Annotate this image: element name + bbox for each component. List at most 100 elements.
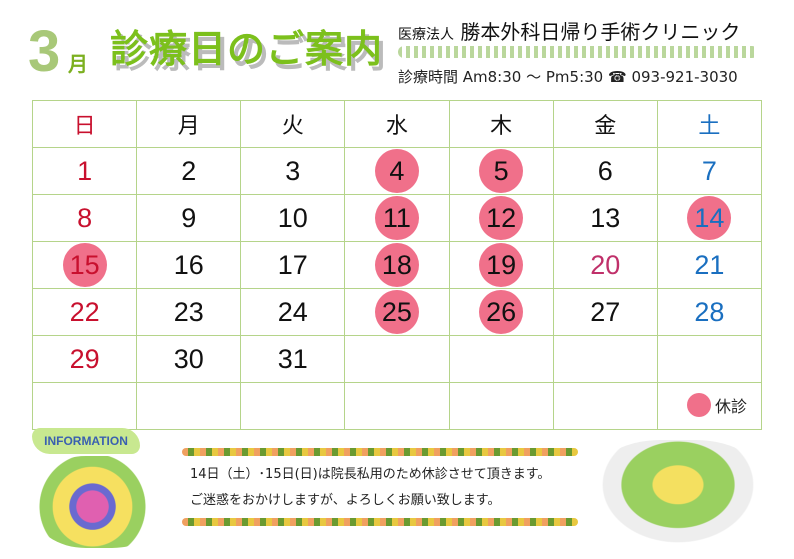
phone-number: 093-921-3030: [631, 68, 738, 86]
notice-line: ご迷惑をおかけしますが、よろしくお願い致します。: [190, 493, 501, 508]
page-title: 診療日のご案内: [110, 27, 384, 71]
top-border-decoration: [182, 448, 578, 456]
weekday-header: 日: [31, 100, 138, 148]
day-cell: [448, 335, 554, 383]
day-number: 13: [590, 202, 621, 233]
day-cell: 27: [552, 288, 658, 336]
clinic-name: 医療法人 勝本外科日帰り手術クリニック: [398, 16, 740, 45]
day-cell: [240, 382, 346, 430]
day-cell: 3: [240, 147, 346, 195]
day-cell: 休診: [656, 382, 763, 430]
day-cell: 22: [31, 288, 138, 336]
information-badge: INFORMATION: [32, 428, 140, 454]
weekday-header: 金: [552, 100, 658, 148]
closed-day-number: 26: [479, 290, 524, 334]
day-cell: 15: [31, 241, 138, 289]
week-row: 29 30 31: [31, 335, 763, 383]
day-cell: 2: [136, 147, 242, 195]
day-number: 8: [77, 202, 93, 233]
day-number: 6: [597, 155, 613, 186]
day-number: 30: [173, 343, 204, 374]
day-number: 10: [277, 202, 308, 233]
day-cell: 11: [344, 194, 450, 242]
cats-flowers-illustration: [590, 440, 766, 552]
day-cell: 17: [240, 241, 346, 289]
closed-marker-icon: [686, 393, 711, 417]
day-number: 2: [181, 155, 197, 186]
day-number: 3: [285, 155, 301, 186]
day-cell: 29: [31, 335, 138, 383]
day-number: 29: [69, 343, 100, 374]
closed-day-number: 4: [374, 149, 419, 193]
day-cell: 10: [240, 194, 346, 242]
day-cell: 14: [656, 194, 763, 242]
day-number: 16: [173, 249, 204, 280]
day-cell: 13: [552, 194, 658, 242]
week-row: 1 2 3 4 5 6 7: [31, 147, 763, 195]
day-cell: 16: [136, 241, 242, 289]
day-number: 1: [77, 155, 93, 186]
day-cell: 19: [448, 241, 554, 289]
day-cell: 5: [448, 147, 554, 195]
closed-day-number: 12: [479, 196, 524, 240]
closed-day-number: 18: [374, 243, 419, 287]
day-number: 24: [277, 296, 308, 327]
day-cell: [656, 335, 763, 383]
week-row: 15 16 17 18 19 20 21: [31, 241, 763, 289]
weekday-header-row: 日月火水木金土: [31, 100, 763, 148]
legend: 休診: [686, 393, 747, 417]
bottom-border-decoration: [182, 518, 578, 526]
closed-day-number: 14: [687, 196, 732, 240]
day-number: 7: [701, 155, 717, 186]
day-cell: [448, 382, 554, 430]
closed-day-number: 11: [374, 196, 419, 240]
day-number: 27: [590, 296, 621, 327]
day-number: 9: [181, 202, 197, 233]
month-unit: 月: [68, 52, 88, 76]
week-row: 休診: [31, 382, 763, 430]
day-cell: [136, 382, 242, 430]
day-cell: [344, 382, 450, 430]
hours-text: 診療時間 Am8:30 ～ Pm5:30: [398, 68, 604, 86]
day-cell: 21: [656, 241, 763, 289]
closed-day-number: 19: [479, 243, 524, 287]
vine-decoration: [398, 46, 758, 58]
day-cell: 6: [552, 147, 658, 195]
clinic-title: 勝本外科日帰り手術クリニック: [460, 20, 741, 44]
closed-day-number: 15: [62, 243, 107, 287]
day-cell: 20: [552, 241, 658, 289]
notice-line: 14日（土）･15日(日)は院長私用のため休診させて頂きます。: [190, 467, 551, 482]
day-cell: 9: [136, 194, 242, 242]
month-number: 3: [28, 19, 61, 84]
legend-label: 休診: [714, 399, 747, 416]
day-cell: [31, 382, 138, 430]
day-cell: 25: [344, 288, 450, 336]
day-number: 20: [590, 249, 621, 280]
clinic-prefix: 医療法人: [398, 27, 454, 43]
phone-icon: ☎: [608, 68, 627, 86]
day-cell: 31: [240, 335, 346, 383]
day-cell: [552, 335, 658, 383]
week-row: 22 23 24 25 26 27 28: [31, 288, 763, 336]
closed-day-number: 5: [479, 149, 524, 193]
day-number: 28: [694, 296, 725, 327]
day-number: 31: [277, 343, 308, 374]
day-number: 21: [694, 249, 725, 280]
weekday-header: 木: [448, 100, 554, 148]
closed-day-number: 25: [374, 290, 419, 334]
day-cell: [344, 335, 450, 383]
week-row: 8 9 10 11 12 13 14: [31, 194, 763, 242]
day-cell: 30: [136, 335, 242, 383]
day-cell: 28: [656, 288, 763, 336]
day-cell: 23: [136, 288, 242, 336]
weekday-header: 火: [240, 100, 346, 148]
weekday-header: 月: [136, 100, 242, 148]
day-cell: 4: [344, 147, 450, 195]
day-cell: 24: [240, 288, 346, 336]
day-cell: [552, 382, 658, 430]
calendar-grid: 日月火水木金土 1 2 3 4 5 6 7 8 9 10 11 12 13 14 15 16 17 18 19 20 21…: [31, 100, 763, 430]
day-cell: 8: [31, 194, 138, 242]
weekday-header: 土: [656, 100, 763, 148]
day-cell: 1: [31, 147, 138, 195]
day-cell: 18: [344, 241, 450, 289]
